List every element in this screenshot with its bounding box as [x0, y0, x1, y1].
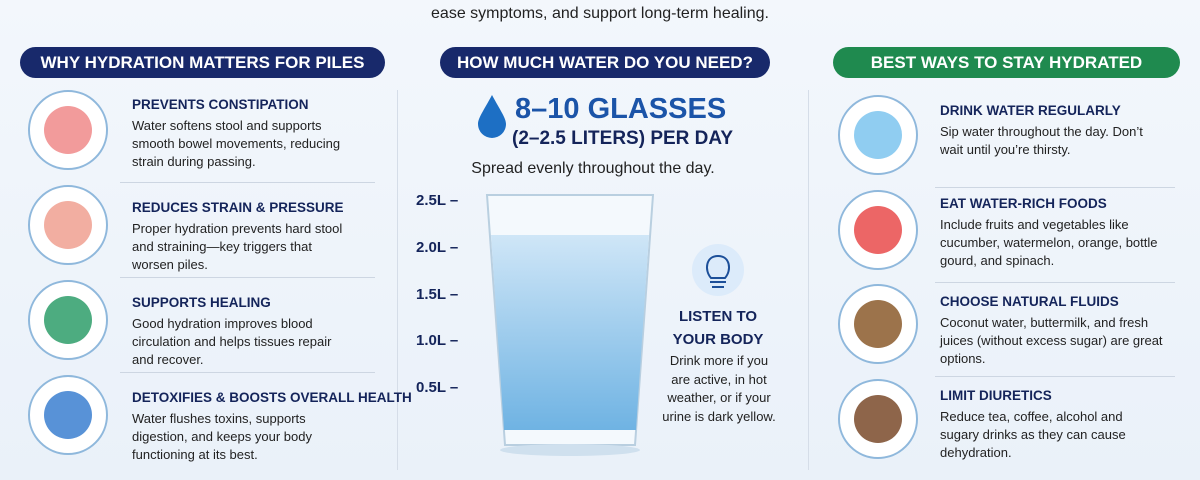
divider	[808, 90, 809, 470]
middle-title: HOW MUCH WATER DO YOU NEED?	[440, 47, 770, 78]
scale-label: 1.0L –	[416, 332, 459, 350]
right-title: BEST WAYS TO STAY HYDRATED	[833, 47, 1180, 78]
divider	[935, 187, 1175, 188]
drop-icon	[478, 95, 506, 138]
divider	[935, 281, 1175, 283]
item-title: SUPPORTS HEALING	[132, 295, 271, 310]
divider	[120, 372, 375, 373]
bulb-icon	[705, 254, 731, 288]
item-text: Water flushes toxins, supports digestion…	[132, 411, 312, 462]
item-title: DRINK WATER REGULARLY	[940, 103, 1121, 118]
divider	[935, 376, 1175, 377]
item-icon	[28, 375, 108, 455]
item-text: Coconut water, buttermilk, and fresh jui…	[940, 315, 1163, 366]
left-title: WHY HYDRATION MATTERS FOR PILES	[20, 47, 385, 78]
water	[491, 235, 649, 430]
item-icon-fill	[44, 391, 92, 439]
scale-label: 1.5L –	[416, 285, 459, 303]
tip-text: Drink more if you are active, in hot wea…	[662, 353, 776, 424]
liters: (2–2.5 LITERS) PER DAY	[512, 128, 734, 149]
item-icon-fill	[854, 394, 902, 443]
item-text: Include fruits and vegetables like cucum…	[940, 217, 1158, 268]
item-title: REDUCES STRAIN & PRESSURE	[132, 200, 344, 215]
tip-title: LISTEN TO YOUR BODY	[672, 308, 764, 348]
glass-shadow	[500, 444, 640, 456]
scale-label: 2.5L –	[416, 192, 459, 209]
item-title: LIMIT DIURETICS	[940, 388, 1052, 403]
item-title: CHOOSE NATURAL FLUIDS	[940, 294, 1119, 309]
item-text: Proper hydration prevents hard stool and…	[132, 221, 343, 272]
item-icon-fill	[854, 205, 902, 254]
subtitle: ease symptoms, and support long-term hea…	[431, 5, 769, 22]
item-icon-fill	[854, 300, 902, 348]
divider	[397, 90, 398, 470]
item-text: Reduce tea, coffee, alcohol and sugary d…	[940, 409, 1126, 460]
item-icon-fill	[854, 111, 902, 159]
item-title: DETOXIFIES & BOOSTS OVERALL HEALTH	[132, 390, 412, 405]
item-text: Water softens stool and supports smooth …	[132, 118, 341, 169]
divider	[120, 182, 375, 183]
item-icon-fill	[44, 296, 92, 344]
divider	[120, 277, 375, 278]
item-title: EAT WATER-RICH FOODS	[940, 196, 1107, 211]
item-icon-fill	[44, 201, 92, 249]
scale-label: 0.5L –	[416, 379, 459, 397]
note: Spread evenly throughout the day.	[471, 160, 715, 177]
scale-label: 2.0L –	[416, 238, 459, 256]
item-title: PREVENTS CONSTIPATION	[132, 97, 309, 112]
item-icon-fill	[44, 106, 92, 154]
item-text: Sip water throughout the day. Don’t wait…	[940, 124, 1143, 157]
amount: 8–10 GLASSES	[515, 93, 727, 125]
bulb-circle	[692, 244, 744, 296]
item-text: Good hydration improves blood circulatio…	[132, 316, 332, 367]
